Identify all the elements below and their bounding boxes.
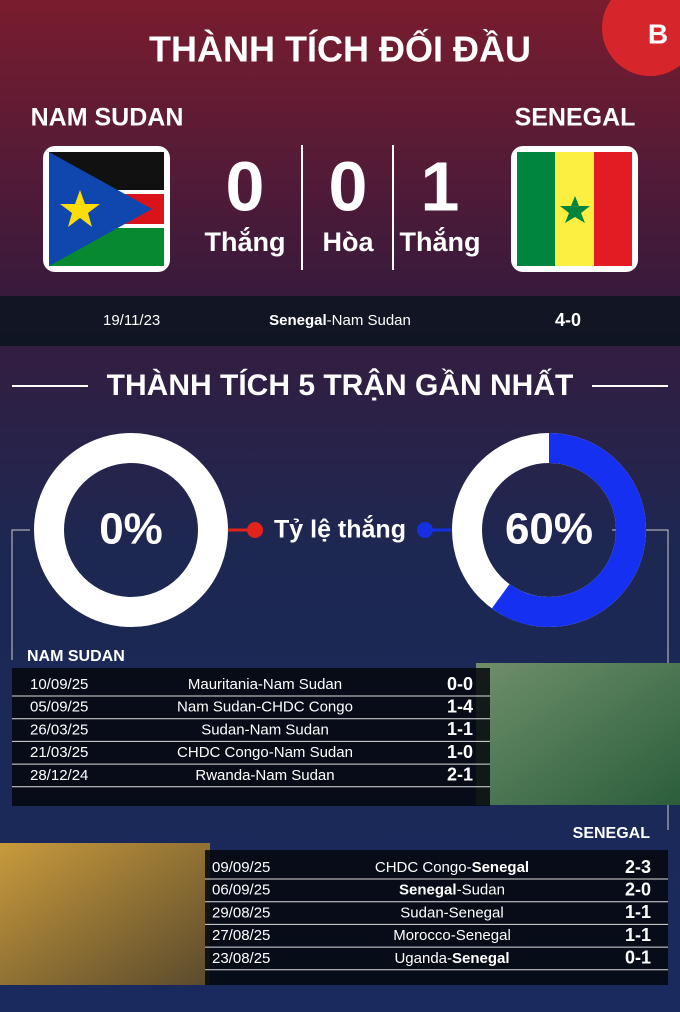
record-label: Thắng bbox=[400, 226, 481, 257]
match-date: 10/09/25 bbox=[30, 676, 88, 693]
match-date: 05/09/25 bbox=[30, 699, 88, 716]
home-flag bbox=[43, 146, 170, 272]
match-score: 1-1 bbox=[447, 719, 473, 739]
match-teams: Senegal-Sudan bbox=[399, 882, 505, 899]
match-teams: CHDC Congo-Senegal bbox=[375, 859, 529, 876]
match-score: 1-4 bbox=[447, 696, 473, 716]
match-score: 1-1 bbox=[625, 925, 651, 945]
match-team-part: Senegal bbox=[399, 882, 457, 899]
match-score: 2-3 bbox=[625, 857, 651, 877]
home-table bbox=[12, 668, 490, 806]
h2h-strip bbox=[0, 296, 680, 346]
record-label: Hòa bbox=[322, 227, 374, 257]
away-photo bbox=[0, 843, 210, 985]
donut-arc bbox=[452, 433, 646, 627]
title: THÀNH TÍCH ĐỐI ĐẦU bbox=[149, 28, 531, 70]
match-score: 4-0 bbox=[555, 310, 581, 330]
donut-label: 60% bbox=[505, 505, 593, 554]
match-date: 06/09/25 bbox=[212, 882, 270, 899]
record-count: 0 bbox=[226, 147, 265, 225]
match-team-part: Nam Sudan-CHDC Congo bbox=[177, 699, 353, 716]
donut-track bbox=[34, 433, 228, 627]
match-teams: Senegal-Nam Sudan bbox=[269, 312, 411, 329]
match-teams: Uganda-Senegal bbox=[394, 950, 509, 967]
win-rate-label: Tỷ lệ thắng bbox=[274, 514, 406, 544]
logo-badge bbox=[602, 0, 680, 76]
match-score: 1-1 bbox=[625, 902, 651, 922]
logo: B bbox=[648, 18, 668, 49]
match-team-part: -Nam Sudan bbox=[327, 312, 411, 329]
match-team-part: -Sudan bbox=[457, 882, 505, 899]
match-team-part: Rwanda-Nam Sudan bbox=[195, 767, 334, 784]
match-team-part: Sudan-Senegal bbox=[400, 904, 503, 921]
match-score: 2-0 bbox=[625, 879, 651, 899]
record-count: 1 bbox=[421, 147, 460, 225]
section-title: THÀNH TÍCH 5 TRẬN GẦN NHẤT bbox=[107, 368, 574, 402]
home-team: NAM SUDAN bbox=[31, 104, 184, 132]
match-date: 09/09/25 bbox=[212, 859, 270, 876]
match-date: 21/03/25 bbox=[30, 744, 88, 761]
match-team-part: Morocco-Senegal bbox=[393, 927, 511, 944]
match-team-part: CHDC Congo-Nam Sudan bbox=[177, 744, 353, 761]
away-flag bbox=[511, 146, 638, 272]
guide-line bbox=[11, 529, 30, 660]
match-date: 29/08/25 bbox=[212, 904, 270, 921]
match-team-part: Senegal bbox=[472, 859, 530, 876]
home-recent-team: NAM SUDAN bbox=[27, 648, 125, 665]
home-photo bbox=[476, 663, 680, 805]
match-score: 0-1 bbox=[625, 948, 651, 968]
match-teams: Morocco-Senegal bbox=[393, 927, 511, 944]
match-teams: Nam Sudan-CHDC Congo bbox=[177, 699, 353, 716]
match-teams: Sudan-Senegal bbox=[400, 904, 503, 921]
match-teams: Rwanda-Nam Sudan bbox=[195, 767, 334, 784]
donut-label: 0% bbox=[99, 505, 163, 554]
match-teams: Sudan-Nam Sudan bbox=[201, 721, 329, 738]
match-team-part: Mauritania-Nam Sudan bbox=[188, 676, 342, 693]
dot bbox=[417, 522, 433, 538]
dot bbox=[247, 522, 263, 538]
away-team: SENEGAL bbox=[515, 104, 636, 132]
match-team-part: Senegal bbox=[269, 312, 327, 329]
away-recent-team: SENEGAL bbox=[573, 825, 651, 842]
match-teams: CHDC Congo-Nam Sudan bbox=[177, 744, 353, 761]
match-date: 23/08/25 bbox=[212, 950, 270, 967]
match-score: 2-1 bbox=[447, 765, 473, 785]
away-table bbox=[205, 850, 668, 985]
match-score: 1-0 bbox=[447, 742, 473, 762]
match-team-part: CHDC Congo- bbox=[375, 859, 472, 876]
match-team-part: Uganda- bbox=[394, 950, 452, 967]
record-label: Thắng bbox=[205, 226, 286, 257]
match-team-part: Sudan-Nam Sudan bbox=[201, 721, 329, 738]
match-team-part: Senegal bbox=[452, 950, 510, 967]
match-score: 0-0 bbox=[447, 674, 473, 694]
record-count: 0 bbox=[329, 147, 368, 225]
match-date: 26/03/25 bbox=[30, 721, 88, 738]
match-date: 19/11/23 bbox=[103, 312, 160, 329]
match-date: 28/12/24 bbox=[30, 767, 88, 784]
match-teams: Mauritania-Nam Sudan bbox=[188, 676, 342, 693]
match-date: 27/08/25 bbox=[212, 927, 270, 944]
